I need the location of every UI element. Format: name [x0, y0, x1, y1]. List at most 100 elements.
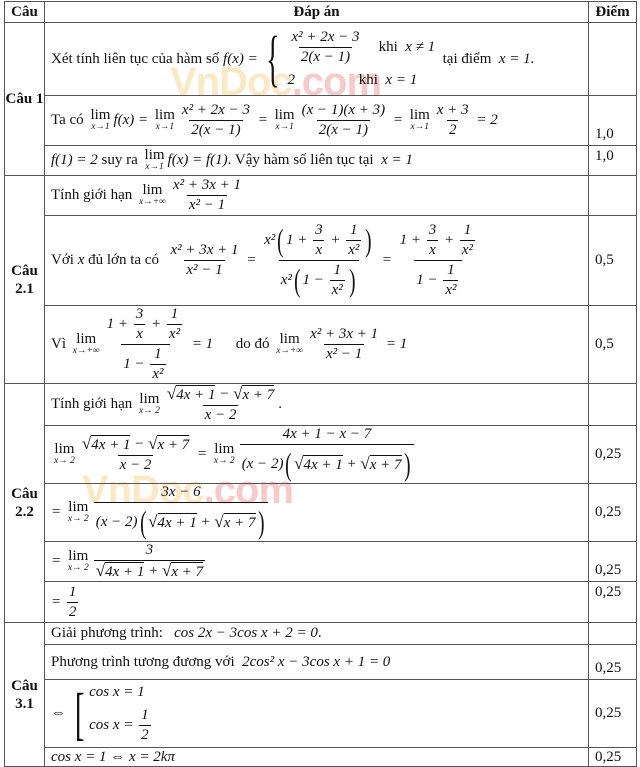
numerator: 4x + 1 − x − 7	[281, 426, 374, 444]
math-expression: 2	[141, 726, 149, 743]
limit-label: lim	[274, 107, 295, 124]
denominator: 1 − 1 x²	[414, 260, 463, 299]
numerator: √ 4x + 1 − √ x + 7	[165, 385, 276, 405]
score-cell: 1,0	[588, 145, 637, 176]
numerator: 1	[169, 306, 181, 324]
numerator: x²1 + 3x + 1x²	[262, 222, 376, 260]
numerator: 1	[331, 262, 343, 280]
score-cell	[588, 383, 637, 426]
math-expression: x² + 2x − 3	[181, 102, 250, 118]
parenthesized-group: √4x + 1 + √x + 7	[283, 446, 412, 483]
answer-text: Giải phương trình:	[51, 625, 175, 641]
math-expression: −	[130, 436, 149, 452]
math-expression: f(x) =	[223, 50, 258, 67]
square-root: √4x + 1	[96, 562, 145, 581]
fraction: 1 x²	[459, 222, 476, 259]
answer-cell: f(1) = 2 suy ra lim x→1 f(x) = f(1). Vậy h…	[44, 145, 589, 176]
answer-text: Tính giới hạn	[51, 396, 137, 412]
square-root: √ x + 7	[162, 562, 204, 581]
denominator: x	[313, 240, 325, 259]
table-row: = lim x→ 2 3 √ 4x + 1 + √ x + 7 0,25	[5, 541, 637, 582]
radicand: x + 7	[242, 385, 275, 404]
math-expression: 1 −	[123, 356, 149, 372]
math-expression: f(x) = f(1)	[167, 152, 228, 168]
question-label: Câu 3.1	[4, 622, 45, 767]
fraction: 1 x²	[150, 346, 166, 383]
score-cell	[588, 175, 637, 216]
math-expression: cos x = 1	[89, 683, 145, 700]
math-expression: 2(x − 1)	[300, 49, 351, 65]
math-expression: 2(x − 1)	[191, 122, 241, 138]
math-expression: x	[429, 242, 436, 258]
score-cell: 0,25	[588, 581, 637, 623]
radicand: x + 7	[369, 455, 402, 474]
fraction: x²1 + 3x + 1x²x²1 − 1x²	[262, 222, 376, 299]
numerator: 3	[427, 222, 439, 240]
limit-operator: lim x→ 2	[68, 500, 89, 525]
table-row: cos x = 1 ⇔ x = 2kπ 0,25	[5, 747, 637, 767]
radical-sign-icon: √	[166, 384, 177, 403]
table-row: Câu 3.1 Giải phương trình: cos 2x − 3cos…	[4, 622, 637, 767]
denominator: (x − 2)√4x + 1 + √x + 7	[93, 502, 269, 541]
fraction: x² + 3x + 1 x² − 1	[308, 326, 380, 363]
radicand: x + 7	[157, 435, 190, 454]
numerator: 1	[152, 346, 164, 364]
fraction: 3x − 6(x − 2)√4x + 1 + √x + 7	[93, 484, 269, 541]
limit-label: lim	[142, 182, 163, 199]
radical-sign-icon: √	[233, 384, 243, 403]
math-expression: cos 2x − 3cos x + 2 = 0	[174, 625, 318, 641]
denominator: 2(x − 1)	[298, 47, 353, 66]
table-row: Câu 1 Xét tính liên tục của hàm số f(x) …	[4, 22, 637, 176]
denominator: (x − 2)√4x + 1 + √x + 7	[239, 444, 415, 483]
radical-sign-icon: √	[148, 434, 158, 453]
math-expression: f(x) =	[113, 112, 152, 128]
limit-subscript: x→ 2	[54, 456, 75, 467]
answer-cell: Phương trình tương đương với 2cos² x − 3…	[44, 644, 589, 680]
denominator: x²	[459, 240, 476, 259]
math-expression: 1	[154, 346, 162, 362]
math-expression: 1	[350, 222, 358, 238]
math-expression: x = 1.	[498, 50, 535, 67]
radicand: 4x + 1	[303, 455, 343, 474]
table-row: Phương trình tương đương với 2cos² x − 3…	[5, 644, 637, 680]
square-root: √4x + 1	[82, 435, 131, 454]
answer-text: Vì	[51, 336, 70, 352]
limit-label: lim	[76, 331, 97, 348]
numerator: x² + 2x − 3	[180, 102, 252, 120]
numerator: 3x − 6	[159, 484, 202, 502]
fraction: x² + 2x − 3 2(x − 1)	[180, 102, 252, 139]
limit-operator: lim x→1	[275, 108, 295, 133]
math-expression: = 1	[382, 336, 408, 352]
square-root: √ x + 7	[148, 434, 190, 454]
math-expression: x² + 2x − 3	[291, 29, 360, 45]
limit-operator: lim x→ 2	[139, 392, 160, 417]
math-expression: cos x = 1 ⇔ x = 2kπ	[51, 748, 175, 765]
answer-text: suy ra	[97, 152, 142, 168]
numerator: x² + 3x + 1	[171, 177, 243, 195]
math-expression: x² + 3x + 1	[170, 242, 239, 258]
math-expression: x²	[280, 272, 292, 288]
answer-content: Với x đủ lớn ta có x² + 3x + 1 x² − 1 = x…	[51, 222, 582, 299]
denominator: 2(x − 1)	[316, 120, 371, 139]
answer-cell: Giải phương trình: cos 2x − 3cos x + 2 =…	[44, 622, 589, 645]
math-expression: 4x + 1	[105, 564, 145, 580]
limit-subscript: x→ 2	[139, 406, 160, 417]
numerator: x² + 3x + 1	[308, 326, 380, 344]
math-expression: 4x + 1	[157, 515, 197, 531]
limit-label: lim	[54, 441, 75, 458]
math-expression: 4x + 1	[303, 457, 343, 473]
limit-subscript: x→1	[275, 122, 294, 133]
case-line: cos x = 1	[89, 684, 153, 701]
limit-operator: lim x→1	[145, 148, 165, 173]
answer-text: khi	[295, 72, 386, 88]
